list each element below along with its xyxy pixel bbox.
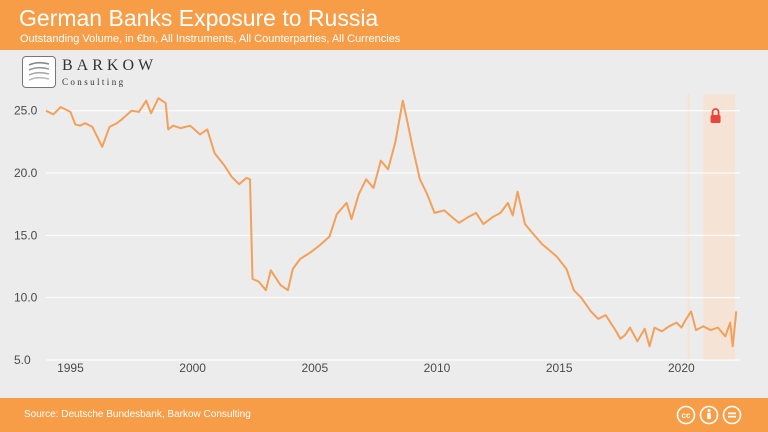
y-tick-label: 20.0 (14, 166, 38, 180)
logo-mark-icon (22, 56, 56, 88)
header-bar: German Banks Exposure to Russia Outstand… (0, 0, 768, 50)
x-tick-label: 1995 (57, 361, 84, 375)
source-note: Source: Deutsche Bundesbank, Barkow Cons… (24, 409, 251, 420)
by-icon (699, 405, 719, 425)
cc-icon: cc (676, 405, 696, 425)
shaded-range-1 (703, 94, 736, 360)
nd-icon (722, 405, 742, 425)
barkow-logo: BARKOW Consulting (22, 56, 162, 90)
footer-bar: Source: Deutsche Bundesbank, Barkow Cons… (0, 398, 768, 432)
svg-text:cc: cc (682, 411, 691, 420)
logo-subtitle: Consulting (62, 77, 126, 87)
logo-name: BARKOW (62, 57, 158, 74)
x-tick-label: 2000 (179, 361, 206, 375)
y-tick-label: 25.0 (14, 104, 38, 118)
chart-subtitle: Outstanding Volume, in €bn, All Instrume… (20, 33, 401, 45)
y-tick-label: 15.0 (14, 228, 38, 242)
x-tick-label: 2020 (668, 361, 695, 375)
x-tick-label: 2005 (301, 361, 328, 375)
x-tick-label: 2015 (546, 361, 573, 375)
license-icons: cc (676, 405, 742, 425)
x-tick-label: 2010 (424, 361, 451, 375)
lock-icon (710, 108, 721, 123)
chart-title: German Banks Exposure to Russia (19, 5, 379, 31)
shaded-range-0 (687, 94, 690, 360)
series-line-exposure (45, 97, 738, 348)
y-tick-label: 10.0 (14, 291, 38, 305)
line-chart: 5.0 10.0 15.0 20.0 25.0 1995 2000 2005 2010 2015 2… (14, 94, 740, 375)
y-tick-label: 5.0 (14, 353, 31, 367)
